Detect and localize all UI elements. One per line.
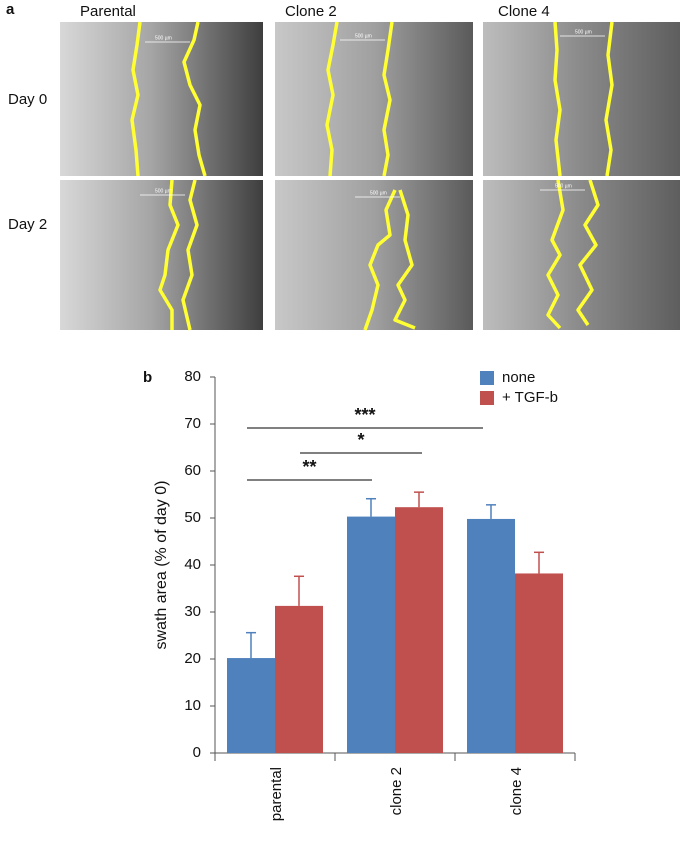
legend-label: none [502, 369, 535, 386]
y-tick-label: 50 [184, 509, 201, 526]
y-tick-label: 60 [184, 462, 201, 479]
column-label: Clone 4 [498, 3, 550, 20]
scale-label: 500 µm [575, 29, 592, 35]
y-tick-label: 80 [184, 368, 201, 385]
bar [515, 573, 563, 753]
y-tick-label: 70 [184, 415, 201, 432]
column-label: Parental [80, 3, 136, 20]
significance-label: *** [354, 405, 375, 425]
y-tick-label: 10 [184, 697, 201, 714]
micrograph: 500 µm [60, 179, 263, 331]
significance-label: ** [302, 457, 316, 477]
micrograph: 500 µm [60, 21, 263, 177]
row-label: Day 0 [8, 91, 47, 108]
scale-label: 500 µm [155, 35, 172, 41]
micrograph: 500 µm [483, 179, 680, 330]
column-label: Clone 2 [285, 3, 337, 20]
significance-label: * [357, 430, 364, 450]
bar [467, 518, 515, 753]
x-tick-label: clone 4 [508, 767, 525, 815]
panel-letter: b [143, 369, 152, 386]
row-label: Day 2 [8, 216, 47, 233]
y-tick-label: 0 [193, 744, 201, 761]
scale-label: 500 µm [555, 183, 572, 189]
legend-swatch [480, 371, 494, 385]
bar [347, 516, 395, 753]
scale-label: 500 µm [155, 188, 172, 194]
micrograph: 500 µm [275, 180, 473, 331]
bar [395, 507, 443, 753]
bar [275, 605, 323, 753]
legend-swatch [480, 391, 494, 405]
micrograph: 500 µm [275, 21, 473, 177]
scale-label: 500 µm [370, 190, 387, 196]
x-tick-label: clone 2 [388, 767, 405, 815]
panel-letter: a [6, 1, 15, 18]
bar [227, 658, 275, 753]
y-axis-label: swath area (% of day 0) [153, 481, 170, 650]
y-tick-label: 30 [184, 603, 201, 620]
scale-label: 500 µm [355, 33, 372, 39]
y-tick-label: 20 [184, 650, 201, 667]
micrograph: 500 µm [483, 21, 680, 177]
legend-label: + TGF-b [502, 389, 558, 406]
x-tick-label: parental [268, 767, 285, 821]
y-tick-label: 40 [184, 556, 201, 573]
